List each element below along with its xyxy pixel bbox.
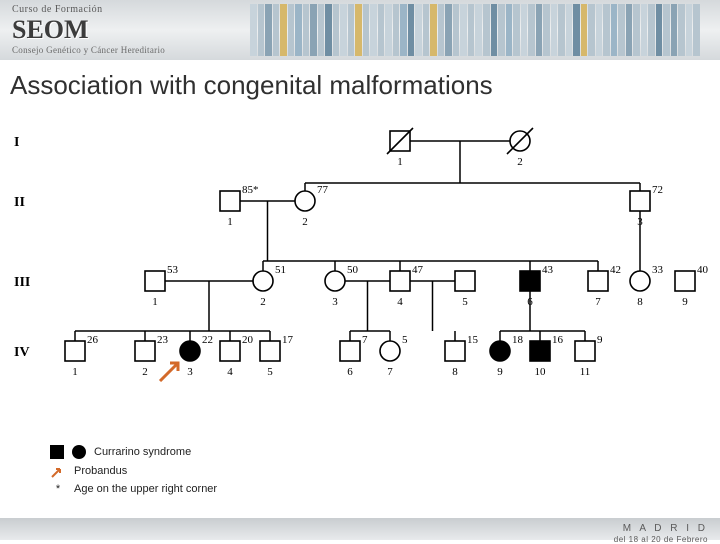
svg-text:2: 2 <box>260 296 266 308</box>
slide-footer: M A D R I D del 18 al 20 de Febrero <box>0 518 720 540</box>
svg-text:1: 1 <box>397 156 403 168</box>
svg-text:9: 9 <box>497 366 503 378</box>
svg-text:9: 9 <box>597 334 603 346</box>
svg-text:3: 3 <box>187 366 193 378</box>
svg-text:18: 18 <box>512 334 524 346</box>
legend-square-icon <box>50 445 64 459</box>
svg-text:2: 2 <box>517 156 523 168</box>
svg-text:15: 15 <box>467 334 479 346</box>
svg-text:85*: 85* <box>242 184 259 196</box>
legend-proband: Probandus <box>50 463 217 479</box>
svg-text:1: 1 <box>72 366 78 378</box>
svg-text:5: 5 <box>462 296 468 308</box>
legend-proband-label: Probandus <box>74 465 127 477</box>
header-overline: Curso de Formación <box>12 4 165 15</box>
svg-text:II: II <box>14 195 25 210</box>
svg-text:50: 50 <box>347 264 359 276</box>
svg-text:8: 8 <box>452 366 458 378</box>
svg-text:51: 51 <box>275 264 286 276</box>
svg-text:7: 7 <box>362 334 368 346</box>
svg-text:2: 2 <box>302 216 308 228</box>
svg-text:6: 6 <box>527 296 533 308</box>
svg-text:7: 7 <box>387 366 393 378</box>
svg-text:5: 5 <box>402 334 408 346</box>
svg-text:42: 42 <box>610 264 621 276</box>
legend-age-label: Age on the upper right corner <box>74 483 217 495</box>
svg-text:40: 40 <box>697 264 709 276</box>
svg-text:20: 20 <box>242 334 254 346</box>
svg-text:43: 43 <box>542 264 554 276</box>
legend-asterisk: * <box>50 483 66 495</box>
slide-title: Association with congenital malformation… <box>10 70 720 101</box>
svg-text:8: 8 <box>637 296 643 308</box>
header-underline: Consejo Genético y Cáncer Hereditario <box>12 45 165 55</box>
legend-arrow-icon <box>50 463 66 479</box>
brand-name: SEOM <box>12 15 165 45</box>
svg-text:10: 10 <box>535 366 547 378</box>
pedigree-diagram: IIIIIIIV1285*177272353151250347454364273… <box>0 101 720 431</box>
svg-text:6: 6 <box>347 366 353 378</box>
svg-text:IV: IV <box>14 345 30 360</box>
svg-text:5: 5 <box>267 366 273 378</box>
legend-affected-label: Currarino syndrome <box>94 446 191 458</box>
legend-age-note: * Age on the upper right corner <box>50 483 217 495</box>
slide-header: Curso de Formación SEOM Consejo Genético… <box>0 0 720 60</box>
svg-text:III: III <box>14 275 30 290</box>
svg-text:77: 77 <box>317 184 329 196</box>
svg-text:33: 33 <box>652 264 664 276</box>
svg-text:26: 26 <box>87 334 99 346</box>
svg-text:1: 1 <box>227 216 233 228</box>
svg-text:1: 1 <box>152 296 158 308</box>
svg-text:22: 22 <box>202 334 213 346</box>
svg-text:72: 72 <box>652 184 663 196</box>
footer-dates: del 18 al 20 de Febrero <box>0 536 708 544</box>
svg-text:I: I <box>14 135 19 150</box>
footer-city: M A D R I D <box>623 523 708 534</box>
brand-logo: Curso de Formación SEOM Consejo Genético… <box>12 4 165 55</box>
svg-text:2: 2 <box>142 366 148 378</box>
svg-text:17: 17 <box>282 334 294 346</box>
svg-text:4: 4 <box>397 296 403 308</box>
legend-affected: Currarino syndrome <box>50 445 217 459</box>
svg-text:3: 3 <box>332 296 338 308</box>
svg-text:11: 11 <box>580 366 591 378</box>
svg-text:9: 9 <box>682 296 688 308</box>
decorative-barcode <box>250 4 700 56</box>
svg-text:23: 23 <box>157 334 169 346</box>
legend: Currarino syndrome Probandus * Age on th… <box>50 445 217 499</box>
legend-circle-icon <box>72 445 86 459</box>
svg-text:16: 16 <box>552 334 564 346</box>
svg-text:53: 53 <box>167 264 179 276</box>
svg-text:7: 7 <box>595 296 601 308</box>
svg-text:47: 47 <box>412 264 424 276</box>
svg-text:3: 3 <box>637 216 643 228</box>
svg-text:4: 4 <box>227 366 233 378</box>
